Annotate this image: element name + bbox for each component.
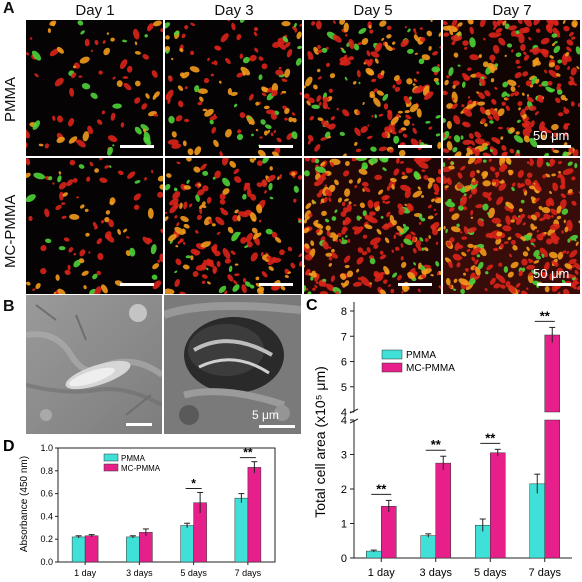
scale-bar: [537, 145, 571, 148]
scale-bar: [398, 283, 432, 286]
legend-label-pmma: PMMA: [406, 350, 436, 361]
sem-image-pmma: [26, 295, 162, 434]
bar-mc-pmma-upper: [544, 334, 560, 413]
significance-mark: **: [431, 437, 442, 452]
bar-pmma: [126, 536, 140, 563]
bar-mc-pmma: [84, 535, 99, 563]
column-header-day-7: Day 7: [492, 2, 532, 19]
y-tick-label: 0.2: [40, 534, 53, 544]
cell-area-bar-chart: C Total cell area (x10⁵ μm) 0 1 2 3 44 5 6 7 8 1 …: [306, 297, 572, 579]
bar-mc-pmma: [139, 532, 153, 563]
absorbance-bar-chart: D Absorbance (450 nm) 0.0 0.2 0.4 0.6 0.8 1.0…: [3, 438, 276, 578]
column-header-day-5: Day 5: [353, 2, 393, 19]
fluorescence-image-pmma-day-5: [304, 20, 441, 156]
fluorescence-image-pmma-day-3: [165, 20, 302, 156]
legend-swatch-pmma: [103, 453, 119, 462]
sem-scale-bar-left: [126, 423, 152, 426]
significance-mark: **: [376, 481, 387, 496]
scale-bar: [398, 145, 432, 148]
fluorescence-image-mc-pmma-day-1: [26, 158, 163, 294]
y-tick-label: 8: [341, 306, 347, 318]
scale-label: 50 μm: [533, 266, 570, 281]
scale-bar: [259, 145, 293, 148]
bar-pmma: [234, 497, 249, 563]
bar-mc-pmma: [381, 506, 397, 559]
y-tick-label: 6: [341, 357, 347, 369]
sem-scale-label: 5 μm: [252, 408, 279, 422]
bar-mc-pmma: [435, 462, 451, 559]
y-tick-label: 0.4: [40, 511, 53, 521]
legend-label-pmma: PMMA: [121, 454, 146, 463]
y-tick-label: 4: [341, 415, 347, 427]
fluorescence-image-pmma-day-1: [26, 20, 163, 156]
bar-pmma: [420, 535, 436, 559]
scale-bar: [120, 283, 154, 286]
plot-frame: [57, 447, 276, 563]
scale-bar: [537, 283, 571, 286]
y-tick-label: 0: [341, 553, 347, 565]
y-tick-label: 5: [341, 382, 347, 394]
chart-c-ylabel: Total cell area (x10⁵ μm): [312, 366, 328, 518]
fluorescence-image-mc-pmma-day-7: 50 μm: [443, 158, 580, 294]
significance-mark: *: [191, 476, 196, 490]
legend-label-mc-pmma: MC-PMMA: [406, 363, 455, 374]
sem-image-mc-pmma: 5 μm: [164, 295, 301, 434]
x-tick-label: 1 day: [368, 567, 395, 579]
y-tick-label: 0.6: [40, 489, 53, 499]
fluorescence-image-pmma-day-7: 50 μm: [443, 20, 580, 156]
axis-break: [349, 418, 359, 424]
y-tick-label: 2: [341, 484, 347, 496]
fluorescence-image-mc-pmma-day-3: [165, 158, 302, 294]
bar-mc-pmma: [544, 419, 560, 559]
x-tick-label: 7 days: [235, 568, 262, 578]
fluorescence-image-mc-pmma-day-5: [304, 158, 441, 294]
legend-swatch-mc-pmma: [381, 362, 403, 373]
x-tick-label: 3 days: [126, 568, 153, 578]
column-header-day-3: Day 3: [214, 2, 254, 19]
x-tick-label: 5 days: [180, 568, 207, 578]
y-tick-label: 4: [341, 407, 347, 419]
x-tick-label: 3 days: [420, 567, 453, 579]
column-header-day-1: Day 1: [75, 2, 115, 19]
panel-c-label: C: [306, 297, 318, 314]
y-tick-label: 7: [341, 331, 347, 343]
bar-pmma: [529, 483, 545, 559]
y-tick-label: 0.8: [40, 466, 53, 476]
panel-b-label: B: [3, 298, 15, 315]
bar-pmma: [71, 536, 86, 563]
bar-pmma: [180, 525, 194, 563]
bar-mc-pmma: [490, 452, 506, 559]
x-tick-label: 7 days: [529, 567, 562, 579]
significance-mark: **: [243, 446, 253, 460]
panel-d-label: D: [3, 438, 15, 455]
bar-mc-pmma: [247, 467, 262, 563]
row-label-mc-pmma: MC-PMMA: [2, 194, 19, 268]
x-tick-label: 1 day: [74, 568, 97, 578]
significance-mark: **: [485, 430, 496, 445]
x-tick-label: 5 days: [474, 567, 507, 579]
y-tick-label: 1: [341, 519, 347, 531]
sem-scale-bar-right: [259, 425, 295, 428]
y-tick-label: 3: [341, 450, 347, 462]
scale-bar: [259, 283, 293, 286]
scale-bar: [120, 145, 154, 148]
legend-label-mc-pmma: MC-PMMA: [121, 464, 161, 473]
panel-a-label: A: [3, 0, 15, 17]
legend-swatch-mc-pmma: [103, 463, 119, 472]
y-tick-label: 1.0: [40, 443, 53, 453]
row-label-pmma: PMMA: [2, 77, 19, 122]
legend-swatch-pmma: [381, 349, 403, 360]
y-tick-label: 0.0: [40, 557, 53, 567]
chart-d-ylabel: Absorbance (450 nm): [19, 456, 30, 552]
scale-label: 50 μm: [533, 128, 570, 143]
significance-mark: **: [540, 308, 551, 323]
